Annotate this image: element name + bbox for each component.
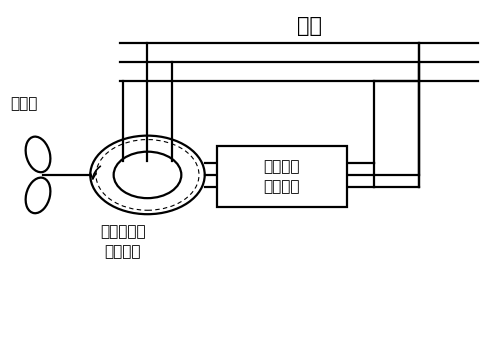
Text: 风力机: 风力机 [10,96,38,111]
Bar [217,146,346,208]
Text: 电网: 电网 [297,16,322,36]
Text: 交流励磁双
馈发电机: 交流励磁双 馈发电机 [100,224,145,259]
Text: 转子侧励
磁变频器: 转子侧励 磁变频器 [263,159,300,194]
